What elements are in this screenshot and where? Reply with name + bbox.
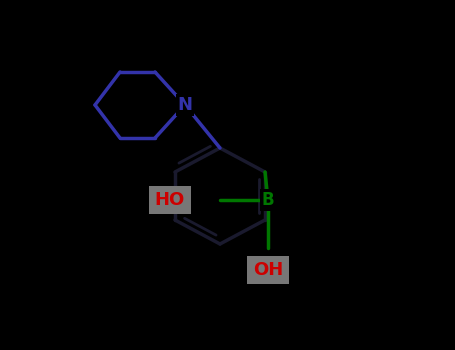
Text: N: N: [177, 96, 192, 114]
Text: B: B: [262, 191, 274, 209]
Text: OH: OH: [253, 261, 283, 279]
Text: HO: HO: [155, 191, 185, 209]
